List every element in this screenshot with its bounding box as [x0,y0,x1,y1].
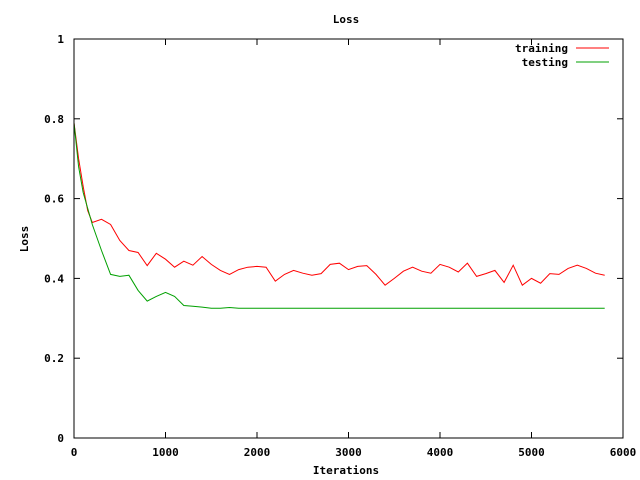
x-tick-label: 6000 [610,446,637,459]
x-tick-label: 0 [71,446,78,459]
y-axis-label: Loss [18,226,31,253]
series-line-training [73,122,605,286]
y-tick-label: 0.4 [44,272,64,285]
legend-label-testing: testing [522,56,568,69]
y-tick-label: 0.2 [44,352,64,365]
x-tick-label: 4000 [427,446,454,459]
plot-area-border [73,38,624,439]
x-tick-label: 1000 [152,446,179,459]
y-tick-label: 1 [57,33,64,46]
series-lines [73,122,605,309]
x-tick-label: 5000 [518,446,545,459]
x-axis-ticks: 0 1000 2000 3000 4000 5000 6000 [71,39,637,459]
chart-title: Loss [333,13,360,26]
y-axis-ticks: 0 0.2 0.4 0.6 0.8 1 [44,33,623,445]
y-tick-label: 0.6 [44,193,64,206]
x-axis-label: Iterations [313,464,379,477]
x-tick-label: 3000 [335,446,362,459]
series-line-testing [73,122,605,309]
y-tick-label: 0 [57,432,64,445]
x-tick-label: 2000 [244,446,271,459]
y-tick-label: 0.8 [44,113,64,126]
legend-label-training: training [515,42,568,55]
